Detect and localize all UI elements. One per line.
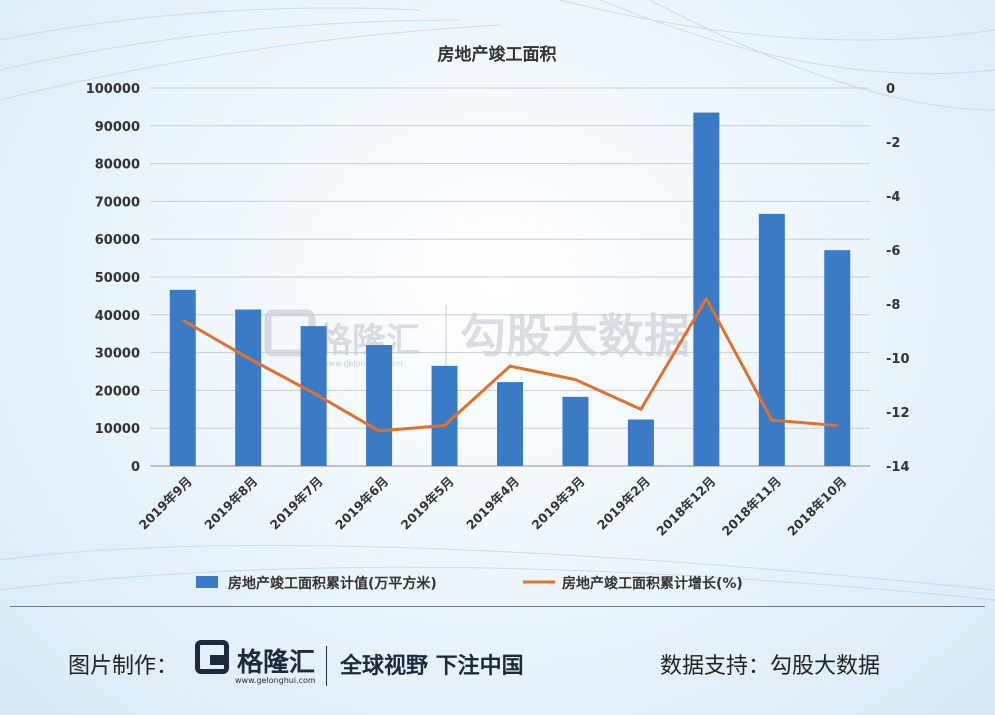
brand-divider <box>326 646 327 686</box>
x-tick-label: 2019年9月 <box>136 474 195 533</box>
x-tick-label: 2019年8月 <box>201 474 260 533</box>
y-right-tick-label: -14 <box>886 460 910 475</box>
slogan: 全球视野 下注中国 <box>340 654 524 679</box>
background-decoration <box>0 0 995 601</box>
legend-bar-swatch <box>196 576 218 588</box>
y-left-tick-label: 40000 <box>95 309 140 324</box>
line-series <box>181 297 838 433</box>
bar <box>300 326 327 466</box>
chart-canvas: 房地产竣工面积 格隆汇 www.gelonghui.com 勾股大数据 0100… <box>86 44 910 592</box>
data-support-label: 数据支持：勾股大数据 <box>660 654 881 679</box>
y-left-tick-label: 80000 <box>95 158 140 173</box>
bar-series <box>169 112 851 466</box>
x-axis: 2019年9月 2019年8月 2019年7月 2019年6月 2019年5月 2019年… <box>136 474 850 539</box>
legend: 房地产竣工面积累计值(万平方米) 房地产竣工面积累计增长(%) <box>196 575 743 592</box>
y-left-tick-label: 100000 <box>86 82 140 97</box>
bar <box>497 382 523 466</box>
x-tick-label: 2019年4月 <box>463 474 522 533</box>
y-left-tick-label: 70000 <box>95 195 140 210</box>
y-left-tick-label: 50000 <box>95 271 140 286</box>
y-right-tick-label: -2 <box>886 136 900 151</box>
y-right-tick-label: -8 <box>886 298 900 313</box>
y-right-tick-label: -6 <box>886 244 900 259</box>
bar <box>693 112 720 466</box>
footer: 图片制作： 格隆汇 www.gelonghui.com 全球视野 下注中国 数据… <box>0 606 995 715</box>
x-tick-label: 2019年3月 <box>529 474 588 533</box>
x-tick-label: 2018年12月 <box>653 474 718 539</box>
bar <box>169 289 196 466</box>
x-tick-label: 2019年5月 <box>398 474 457 533</box>
growth-line <box>181 297 838 433</box>
brand-url: www.gelonghui.com <box>235 676 316 685</box>
y-right-tick-label: -4 <box>886 190 900 205</box>
y-axis-left: 0 10000 20000 30000 40000 50000 60000 70000 8000… <box>86 82 140 475</box>
bar <box>824 250 851 466</box>
y-left-tick-label: 0 <box>131 460 140 475</box>
y-right-tick-label: -10 <box>886 352 910 367</box>
watermark-data: 勾股大数据 <box>460 309 690 363</box>
bar <box>627 419 654 466</box>
y-left-tick-label: 60000 <box>95 233 140 248</box>
legend-bar-label: 房地产竣工面积累计值(万平方米) <box>228 575 437 592</box>
bar <box>366 345 393 466</box>
brand-g-icon <box>195 640 229 674</box>
watermark-url: www.gelonghui.com <box>322 359 403 368</box>
x-tick-label: 2019年6月 <box>332 474 391 533</box>
legend-line-label: 房地产竣工面积累计增长(%) <box>562 575 743 592</box>
brand-logo: 格隆汇 www.gelonghui.com <box>195 640 320 686</box>
y-right-tick-label: -12 <box>886 406 910 421</box>
x-tick-label: 2019年2月 <box>594 474 653 533</box>
bar <box>235 309 262 466</box>
bar <box>758 213 785 466</box>
y-axis-right: 0 -2 -4 -6 -8 -10 -12 -14 <box>886 82 910 475</box>
x-tick-label: 2019年7月 <box>267 474 326 533</box>
y-left-tick-label: 90000 <box>95 120 140 135</box>
x-tick-label: 2018年10月 <box>784 474 849 539</box>
y-left-tick-label: 30000 <box>95 347 140 362</box>
made-by-label: 图片制作： <box>68 654 179 679</box>
footer-divider <box>10 606 985 607</box>
x-tick-label: 2018年11月 <box>719 474 784 539</box>
y-right-tick-label: 0 <box>886 82 895 97</box>
chart-title: 房地产竣工面积 <box>438 44 557 65</box>
y-left-tick-label: 10000 <box>95 422 140 437</box>
brand-name: 格隆汇 <box>237 648 316 678</box>
y-left-tick-label: 20000 <box>95 384 140 399</box>
bar <box>562 396 589 466</box>
